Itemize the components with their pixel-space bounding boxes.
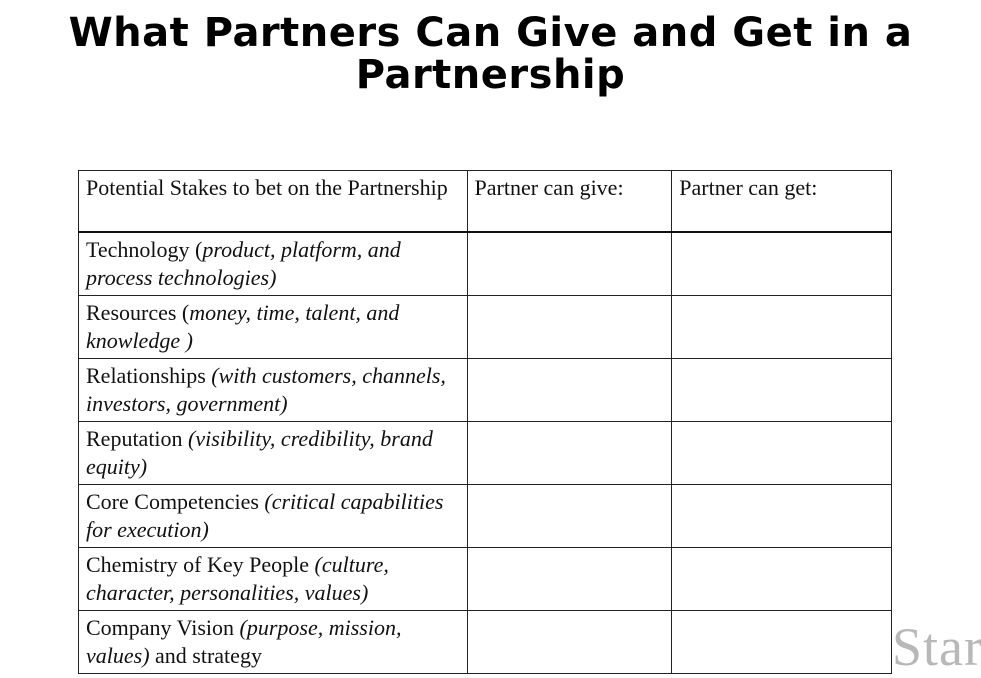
slide-title-line-2: Partnership <box>355 52 626 98</box>
stake-name: Chemistry of Key People <box>86 552 310 577</box>
stake-cell: Resources (money, time, talent, and know… <box>78 295 468 359</box>
get-cell <box>671 547 892 611</box>
get-cell <box>671 610 892 674</box>
table-row: Technology (product, platform, and proce… <box>78 231 892 296</box>
stake-description: (purpose, mission, values) <box>86 615 402 668</box>
stakes-table: Potential Stakes to bet on the Partnersh… <box>78 170 892 674</box>
stake-description: (visibility, credibility, brand equity) <box>86 426 433 479</box>
get-cell <box>671 295 892 359</box>
header-partner-can-get: Partner can get: <box>671 170 892 233</box>
give-cell <box>466 295 673 359</box>
stake-description: (culture, character, personalities, valu… <box>86 552 389 605</box>
stake-name: Reputation <box>86 426 183 451</box>
stake-description: money, time, talent, and knowledge ) <box>86 300 400 353</box>
stake-cell: Technology (product, platform, and proce… <box>78 231 468 296</box>
get-cell <box>671 421 892 485</box>
stake-cell: Core Competencies (critical capabilities… <box>78 484 468 548</box>
stake-cell: Reputation (visibility, credibility, bra… <box>78 421 468 485</box>
get-cell <box>671 231 892 296</box>
get-cell <box>671 484 892 548</box>
give-cell <box>466 231 673 296</box>
star-watermark: Star <box>892 617 981 677</box>
table-row: Company Vision (purpose, mission, values… <box>78 610 892 674</box>
stake-name: Relationships <box>86 363 206 388</box>
give-cell <box>466 547 673 611</box>
table-row: Core Competencies (critical capabilities… <box>78 484 892 548</box>
table-row: Chemistry of Key People (culture, charac… <box>78 547 892 611</box>
stake-description: (with customers, channels, investors, go… <box>86 363 446 416</box>
give-cell <box>466 484 673 548</box>
stake-name: Core Competencies <box>86 489 259 514</box>
stake-cell: Company Vision (purpose, mission, values… <box>78 610 468 674</box>
slide-title: What Partners Can Give and Get in a Part… <box>0 12 981 96</box>
slide-title-line-1: What Partners Can Give and Get in a <box>68 10 913 56</box>
stake-name: Company Vision <box>86 615 235 640</box>
stake-description: (critical capabilities for execution) <box>86 489 444 542</box>
table-row: Resources (money, time, talent, and know… <box>78 295 892 359</box>
stake-name: Technology <box>86 237 190 262</box>
header-partner-can-give: Partner can give: <box>466 170 673 233</box>
give-cell <box>466 358 673 422</box>
table-row: Reputation (visibility, credibility, bra… <box>78 421 892 485</box>
table-row: Relationships (with customers, channels,… <box>78 358 892 422</box>
table-header-row: Potential Stakes to bet on the Partnersh… <box>78 170 892 233</box>
header-potential-stakes: Potential Stakes to bet on the Partnersh… <box>78 170 468 233</box>
stake-description: product, platform, and process technolog… <box>86 237 401 290</box>
give-cell <box>466 421 673 485</box>
give-cell <box>466 610 673 674</box>
stake-cell: Relationships (with customers, channels,… <box>78 358 468 422</box>
stake-name: Resources <box>86 300 177 325</box>
get-cell <box>671 358 892 422</box>
stake-cell: Chemistry of Key People (culture, charac… <box>78 547 468 611</box>
